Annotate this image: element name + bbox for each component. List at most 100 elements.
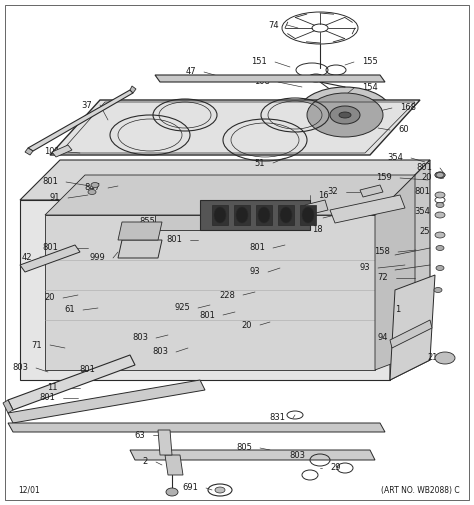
Text: 801: 801 [416, 164, 432, 173]
Text: 168: 168 [400, 104, 416, 113]
Text: 805: 805 [236, 443, 252, 452]
Ellipse shape [258, 207, 270, 223]
Bar [256, 205, 272, 225]
Text: 47: 47 [185, 68, 196, 76]
Text: 154: 154 [362, 83, 378, 92]
Polygon shape [330, 195, 405, 223]
Ellipse shape [302, 207, 314, 223]
Text: 74: 74 [268, 21, 279, 29]
Polygon shape [28, 90, 133, 151]
Ellipse shape [435, 232, 445, 238]
Ellipse shape [435, 172, 445, 178]
Text: 151: 151 [251, 58, 267, 67]
Ellipse shape [436, 173, 444, 177]
Text: 93: 93 [359, 264, 370, 273]
Ellipse shape [166, 488, 178, 496]
Polygon shape [3, 400, 13, 413]
Polygon shape [375, 175, 415, 370]
Text: 801: 801 [414, 187, 430, 196]
Text: 12/01: 12/01 [18, 485, 40, 494]
Text: 801: 801 [249, 243, 265, 252]
Ellipse shape [236, 207, 248, 223]
Text: 158: 158 [374, 247, 390, 257]
Ellipse shape [297, 87, 393, 143]
Text: 228: 228 [219, 290, 235, 299]
Text: 803: 803 [289, 450, 305, 460]
Ellipse shape [436, 266, 444, 271]
Text: 42: 42 [21, 252, 32, 262]
Text: 21: 21 [428, 354, 438, 363]
Ellipse shape [308, 74, 324, 82]
Polygon shape [45, 215, 375, 370]
Text: 801: 801 [79, 366, 95, 375]
Polygon shape [130, 86, 136, 93]
Ellipse shape [435, 192, 445, 198]
Text: 29: 29 [330, 464, 340, 473]
Ellipse shape [436, 245, 444, 250]
Ellipse shape [307, 93, 383, 137]
Text: 51: 51 [255, 159, 265, 168]
Ellipse shape [330, 106, 360, 124]
Bar [212, 205, 228, 225]
Text: 72: 72 [377, 274, 388, 282]
Text: 91: 91 [49, 193, 60, 203]
Text: 16: 16 [318, 190, 328, 199]
Text: 803: 803 [12, 364, 28, 373]
Text: 831: 831 [269, 414, 285, 423]
Bar [300, 205, 316, 225]
Ellipse shape [435, 212, 445, 218]
Text: 94: 94 [377, 333, 388, 342]
Text: 1: 1 [395, 306, 400, 315]
Text: 925: 925 [174, 304, 190, 313]
Ellipse shape [339, 112, 351, 118]
Text: 801: 801 [199, 311, 215, 320]
Polygon shape [390, 320, 432, 348]
Text: 847: 847 [84, 183, 100, 192]
Polygon shape [165, 455, 183, 475]
Ellipse shape [434, 287, 442, 292]
Polygon shape [305, 200, 328, 215]
Polygon shape [158, 430, 172, 455]
Text: 354: 354 [387, 154, 403, 163]
Text: 20: 20 [421, 174, 432, 182]
Polygon shape [50, 100, 420, 155]
Text: 803: 803 [152, 347, 168, 357]
Text: 801: 801 [42, 177, 58, 186]
Text: 20: 20 [241, 321, 252, 329]
Ellipse shape [88, 189, 96, 194]
Polygon shape [200, 200, 310, 230]
Polygon shape [155, 75, 385, 82]
Text: (ART NO. WB2088) C: (ART NO. WB2088) C [382, 485, 460, 494]
Polygon shape [45, 175, 415, 215]
Polygon shape [25, 148, 33, 155]
Text: 801: 801 [166, 235, 182, 244]
Polygon shape [118, 222, 162, 240]
Text: 7: 7 [290, 206, 295, 215]
Polygon shape [20, 200, 390, 380]
Polygon shape [390, 275, 435, 380]
Bar [278, 205, 294, 225]
Text: 25: 25 [419, 227, 430, 236]
Ellipse shape [214, 207, 226, 223]
Polygon shape [390, 160, 430, 380]
Text: 2: 2 [143, 458, 148, 467]
Text: 63: 63 [134, 430, 145, 439]
Text: 101: 101 [44, 147, 60, 157]
Polygon shape [8, 355, 135, 410]
Text: 159: 159 [376, 174, 392, 182]
Polygon shape [118, 240, 162, 258]
Bar [234, 205, 250, 225]
Text: 691: 691 [182, 483, 198, 492]
Text: 854: 854 [299, 214, 315, 223]
Text: 354: 354 [414, 208, 430, 217]
Text: 18: 18 [312, 226, 323, 234]
Text: 999: 999 [89, 254, 105, 263]
Ellipse shape [215, 487, 225, 493]
Text: 93: 93 [249, 268, 260, 277]
Text: 60: 60 [398, 126, 409, 134]
Ellipse shape [435, 352, 455, 364]
Text: 11: 11 [47, 383, 58, 392]
Text: 71: 71 [31, 340, 42, 349]
Text: 801: 801 [42, 243, 58, 252]
Text: 108: 108 [254, 77, 270, 86]
